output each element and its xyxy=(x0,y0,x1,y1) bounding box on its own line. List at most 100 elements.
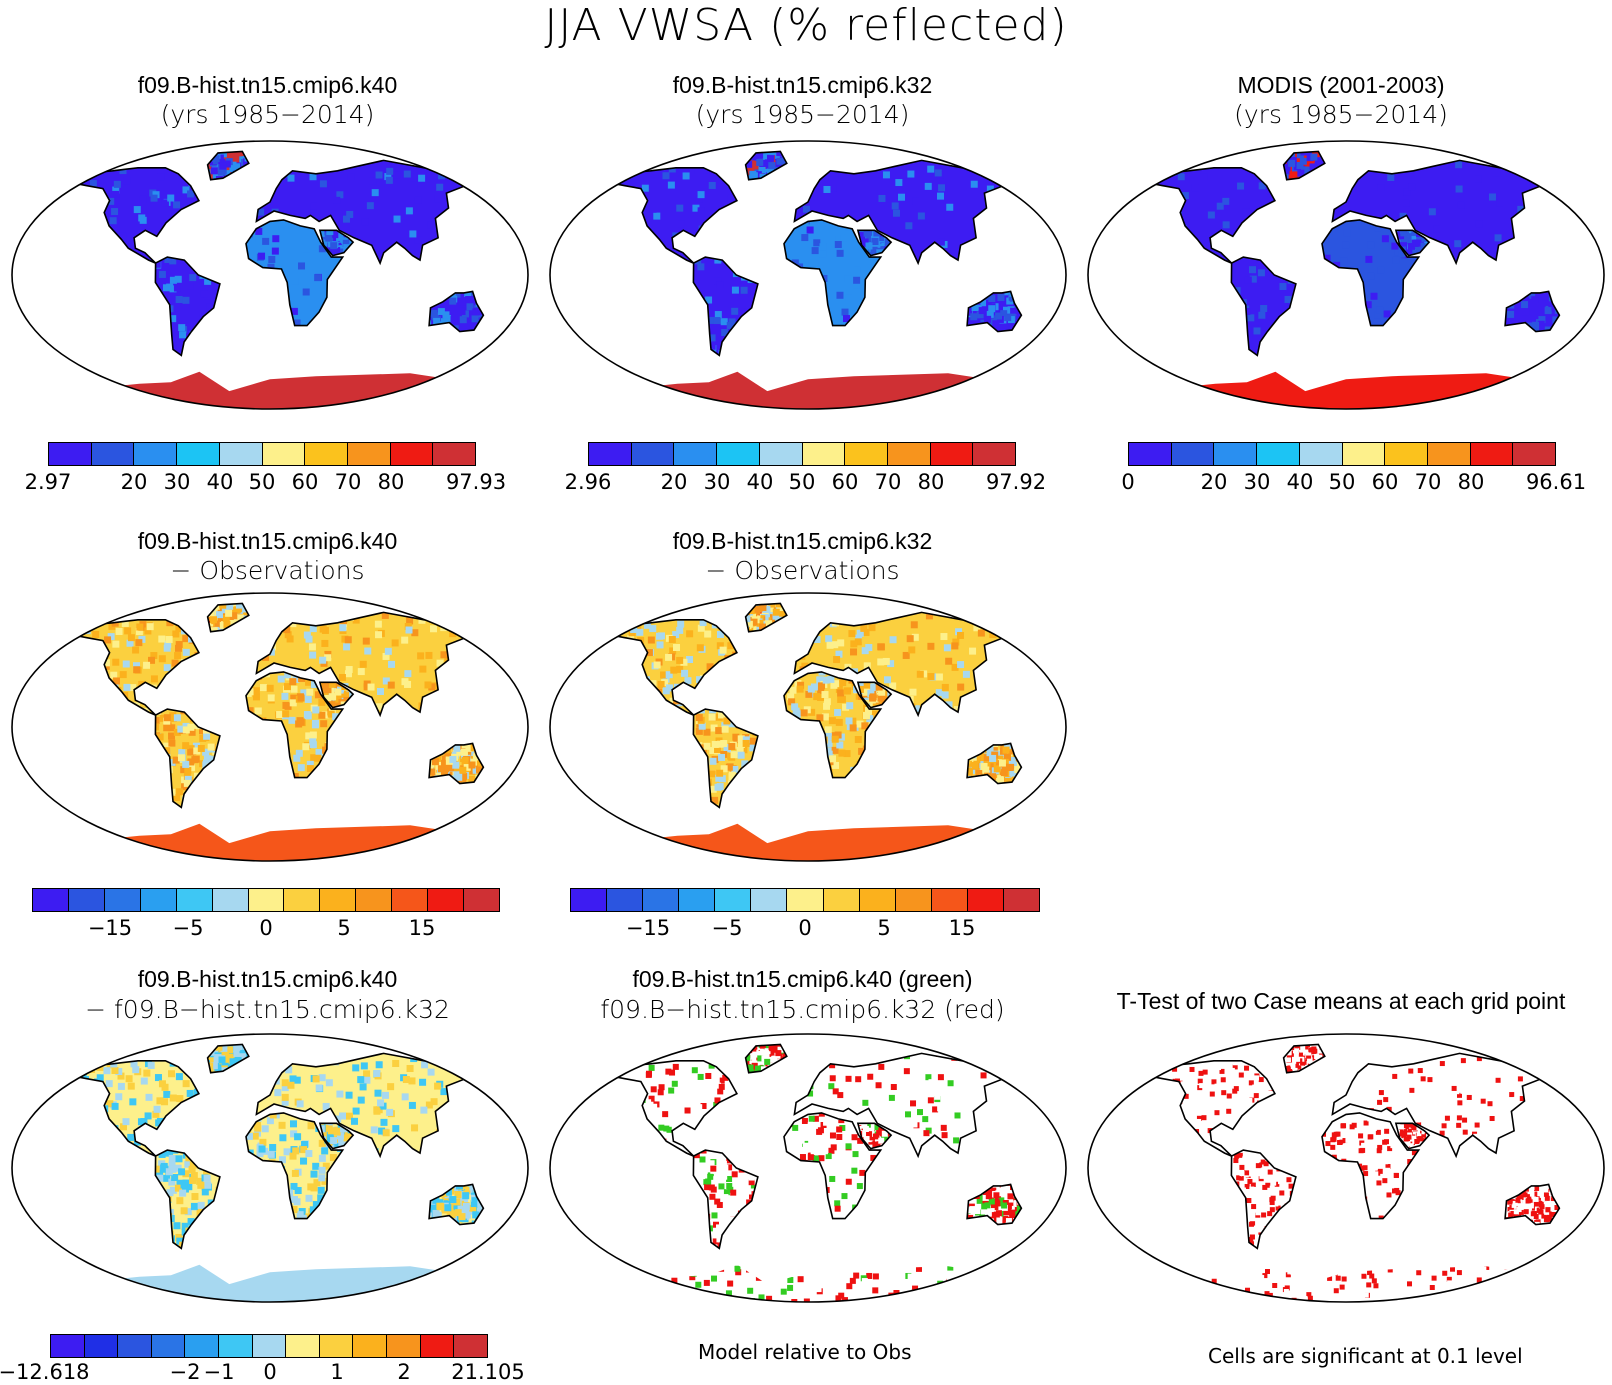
tick: 80 xyxy=(377,470,405,494)
colorbar-swatch xyxy=(887,443,931,465)
colorbar-swatch xyxy=(643,889,680,911)
tick: 70 xyxy=(874,470,902,494)
colorbar-swatch xyxy=(930,443,974,465)
colorbar-swatch xyxy=(91,443,135,465)
panel-1-title: f09.B-hist.tn15.cmip6.k40 xyxy=(137,72,398,98)
colorbar-swatch xyxy=(319,1335,354,1357)
colorbar-swatch xyxy=(454,1335,487,1357)
land-antarctica xyxy=(609,371,1007,409)
colorbar-swatch xyxy=(49,443,92,465)
tick: 97.92 xyxy=(985,470,1047,494)
map-t-test xyxy=(1087,1033,1605,1303)
colorbar-k32 xyxy=(588,442,1016,466)
colorbar-swatch xyxy=(571,889,608,911)
tick: 1 xyxy=(330,1360,344,1384)
colorbar-swatch xyxy=(151,1335,186,1357)
colorbar-swatch xyxy=(387,1335,421,1357)
tick: 97.93 xyxy=(445,470,507,494)
land-antarctica xyxy=(71,823,469,861)
panel-1-subtitle: (yrs 1985−2014) xyxy=(160,100,375,129)
panel-6-subtitle: − f09.B−hist.tn15.cmip6.k32 xyxy=(85,995,450,1024)
land-samerica xyxy=(693,257,758,356)
tick: 21.105 xyxy=(451,1360,525,1384)
panel-7-title: f09.B-hist.tn15.cmip6.k40 (green) xyxy=(632,966,973,992)
colorbar-swatch xyxy=(356,889,393,911)
land-antarctica xyxy=(71,371,469,409)
tick: 60 xyxy=(291,470,319,494)
colorbar-swatch xyxy=(845,443,888,465)
map-k32-albedo xyxy=(549,140,1067,410)
panel-5-title: f09.B-hist.tn15.cmip6.k32 xyxy=(672,528,933,554)
tick: 15 xyxy=(408,916,436,940)
colorbar-swatch xyxy=(185,1335,220,1357)
note-significance: Cells are significant at 0.1 level xyxy=(1208,1344,1523,1368)
colorbar-swatch xyxy=(433,443,476,465)
colorbar-swatch xyxy=(973,443,1016,465)
colorbar-swatch xyxy=(1257,443,1300,465)
colorbar-swatch xyxy=(787,889,824,911)
tick: 0 xyxy=(1121,470,1135,494)
tick: −12.618 xyxy=(0,1360,90,1384)
colorbar-swatch xyxy=(284,889,321,911)
colorbar-k40 xyxy=(48,442,476,466)
colorbar-swatch xyxy=(305,443,348,465)
colorbar-swatch xyxy=(212,889,249,911)
tick: 2 xyxy=(397,1360,411,1384)
colorbar-swatch xyxy=(33,889,69,911)
colorbar-k40-minus-obs xyxy=(32,888,500,912)
tick: 40 xyxy=(746,470,774,494)
colorbar-swatch xyxy=(967,889,1004,911)
tick: −2 xyxy=(169,1360,201,1384)
colorbar-swatch xyxy=(252,1335,287,1357)
tick: 40 xyxy=(206,470,234,494)
panel-6-title: f09.B-hist.tn15.cmip6.k40 xyxy=(137,966,398,992)
colorbar-swatch xyxy=(286,1335,320,1357)
colorbar-swatch xyxy=(1342,443,1386,465)
colorbar-swatch xyxy=(420,1335,455,1357)
colorbar-swatch xyxy=(390,443,434,465)
colorbar-swatch xyxy=(428,889,465,911)
panel-2-subtitle: (yrs 1985−2014) xyxy=(695,100,910,129)
tick: 20 xyxy=(1200,470,1228,494)
tick: −15 xyxy=(87,916,133,940)
land-eurasia xyxy=(794,160,1019,264)
colorbar-swatch xyxy=(631,443,675,465)
tick: 60 xyxy=(831,470,859,494)
tick: 20 xyxy=(120,470,148,494)
colorbar-swatch xyxy=(679,889,716,911)
panel-4-subtitle: − Observations xyxy=(170,556,365,585)
colorbar-swatch xyxy=(1427,443,1471,465)
tick: −15 xyxy=(625,916,671,940)
page-title: JJA VWSA (% reflected) xyxy=(544,0,1068,51)
colorbar-swatch xyxy=(464,889,499,911)
tick: 30 xyxy=(163,470,191,494)
colorbar-swatch xyxy=(1214,443,1258,465)
panel-7-subtitle: f09.B−hist.tn15.cmip6.k32 (red) xyxy=(600,995,1005,1024)
tick: 30 xyxy=(1243,470,1271,494)
panel-3-subtitle: (yrs 1985−2014) xyxy=(1234,100,1448,129)
colorbar-swatch xyxy=(51,1335,85,1357)
colorbar-swatch xyxy=(589,443,632,465)
tick: 50 xyxy=(248,470,276,494)
colorbar-swatch xyxy=(859,889,896,911)
colorbar-swatch xyxy=(1003,889,1040,911)
colorbar-k40-minus-k32 xyxy=(50,1334,488,1358)
land-antarctica xyxy=(609,823,1007,861)
colorbar-swatch xyxy=(104,889,141,911)
colorbar-swatch xyxy=(118,1335,152,1357)
colorbar-swatch xyxy=(320,889,357,911)
map-modis-albedo xyxy=(1087,140,1605,410)
tick: 80 xyxy=(917,470,945,494)
tick: 60 xyxy=(1371,470,1399,494)
colorbar-swatch xyxy=(1470,443,1514,465)
tick: 96.61 xyxy=(1525,470,1587,494)
panel-2-title: f09.B-hist.tn15.cmip6.k32 xyxy=(672,72,933,98)
map-k40-minus-obs xyxy=(11,592,529,862)
colorbar-swatch xyxy=(1513,443,1556,465)
colorbar-swatch xyxy=(674,443,718,465)
colorbar-swatch xyxy=(895,889,932,911)
tick: 5 xyxy=(337,916,351,940)
tick: 2.96 xyxy=(564,470,612,494)
tick: 40 xyxy=(1286,470,1314,494)
colorbar-swatch xyxy=(802,443,846,465)
